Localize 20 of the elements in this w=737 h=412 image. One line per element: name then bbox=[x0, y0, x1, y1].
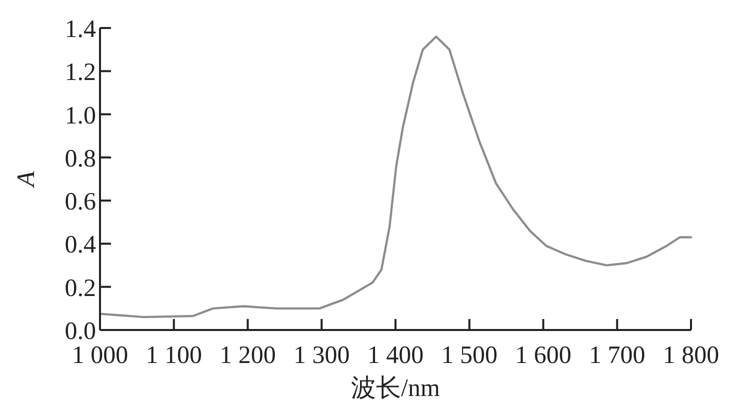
x-tick-label: 1 000 bbox=[72, 342, 128, 369]
x-tick-label: 1 400 bbox=[367, 342, 424, 369]
line-series bbox=[98, 36, 692, 318]
y-tick-label: 0.4 bbox=[64, 232, 96, 259]
y-axis-title: A bbox=[13, 170, 40, 189]
x-tick-label: 1 300 bbox=[294, 342, 350, 369]
y-tick-label: 0.2 bbox=[64, 274, 96, 302]
x-tick-label: 1 200 bbox=[220, 342, 276, 369]
x-tick-label: 1 700 bbox=[589, 342, 646, 369]
x-axis-title: 波长/nm bbox=[351, 375, 440, 402]
y-tick-label: 1.0 bbox=[64, 102, 96, 130]
y-tick-label: 1.4 bbox=[64, 16, 96, 43]
y-tick-label: 0.6 bbox=[64, 188, 96, 216]
y-tick-label: 0.0 bbox=[64, 318, 96, 345]
x-tick-label: 1 800 bbox=[662, 342, 720, 369]
x-tick-label: 1 500 bbox=[441, 342, 498, 369]
y-tick-label: 1.2 bbox=[64, 59, 96, 86]
x-tick-label: 1 100 bbox=[146, 342, 202, 369]
x-tick-label: 1 600 bbox=[515, 342, 572, 369]
y-tick-label: 0.8 bbox=[64, 145, 96, 172]
